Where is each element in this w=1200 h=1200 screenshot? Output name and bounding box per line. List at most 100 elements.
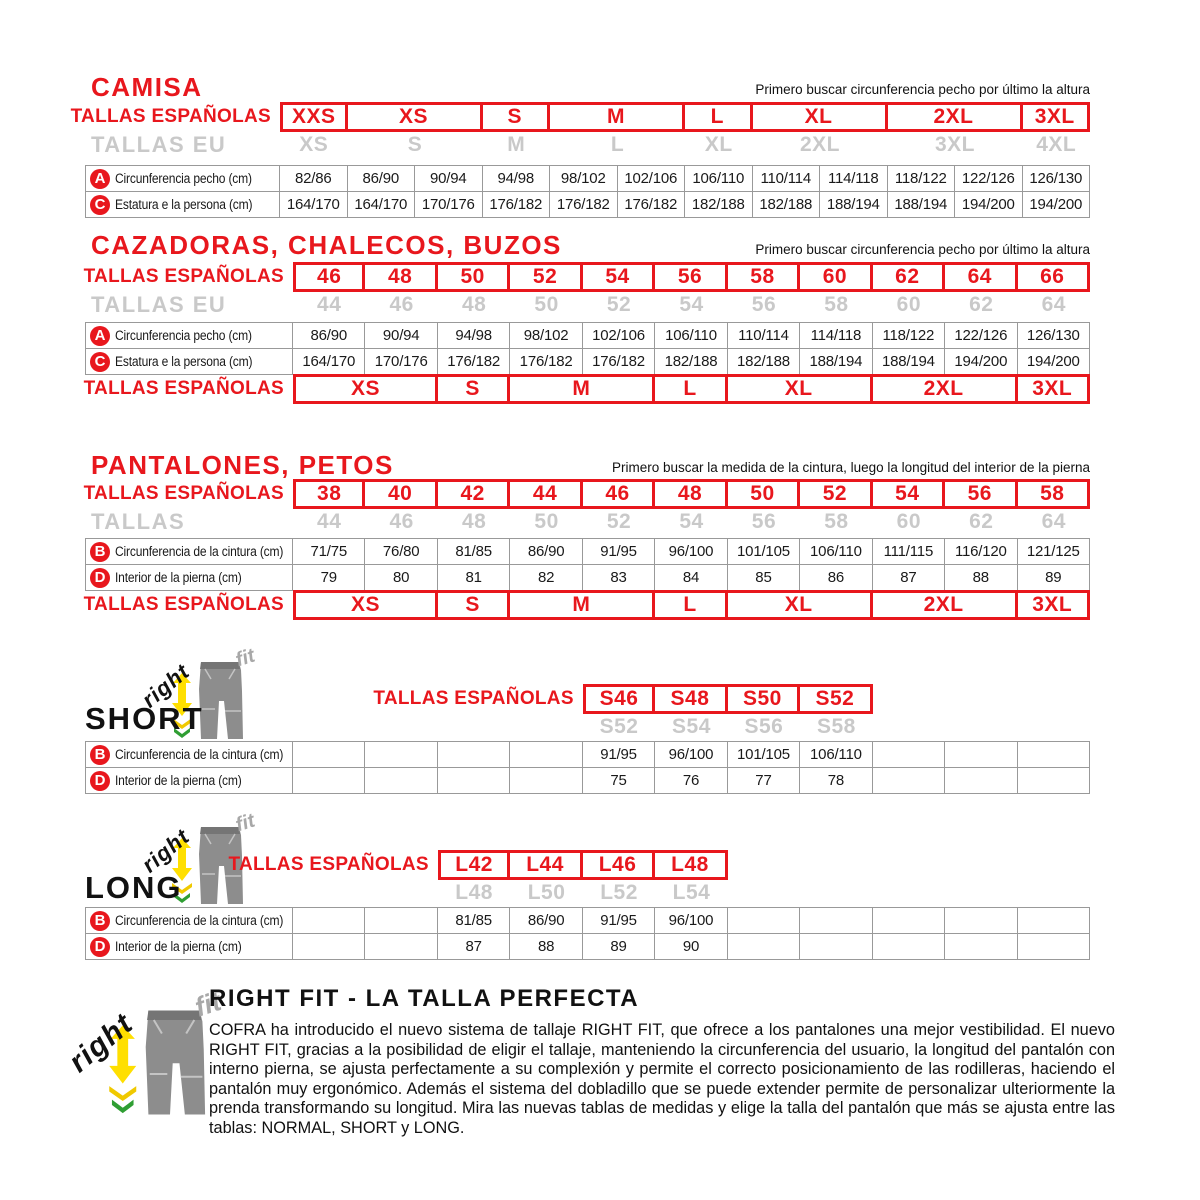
tallas-espanolas-label: TALLAS ESPAÑOLAS <box>373 688 574 709</box>
data-cell: 114/118 <box>799 322 873 349</box>
grey-cell: S58 <box>816 715 856 738</box>
short-leg-row: D Interior de la pierna (cm) 75 76 77 78 <box>85 767 1090 794</box>
red-cell: 42 <box>434 479 511 509</box>
pantalones-table: TALLAS ESPAÑOLAS 38 40 42 44 46 48 50 52 54 56 58 … <box>84 479 1090 620</box>
red-cell: 38 <box>293 479 366 509</box>
rightfit-logo-short: right fit <box>137 645 258 745</box>
grey-cell: L52 <box>600 881 638 904</box>
data-cell: 86/90 <box>292 322 366 349</box>
red-cell: S <box>434 590 511 620</box>
data-cell: 126/130 <box>1021 165 1090 192</box>
row-label-cell: D Interior de la pierna (cm) <box>85 564 293 591</box>
data-cell: 164/170 <box>292 348 366 375</box>
data-cell: 90/94 <box>364 322 438 349</box>
grey-cell: 46 <box>389 293 414 316</box>
row-label-cell: D Interior de la pierna (cm) <box>85 933 293 960</box>
rightfit-heading: RIGHT FIT - LA TALLA PERFECTA <box>209 985 640 1012</box>
rightfit-paragraph: COFRA ha introducido el nuevo sistema de… <box>209 1021 1115 1137</box>
grey-cell: 64 <box>1041 293 1066 316</box>
data-cell: 188/194 <box>819 191 888 218</box>
rightfit-logo-long: right fit <box>137 810 258 910</box>
red-cell: 48 <box>652 479 728 509</box>
down-arrow-icon <box>172 673 192 738</box>
cazadoras-chest-row: A Circunferencia pecho (cm) 86/90 90/94 94… <box>85 322 1090 349</box>
row-label-text: Interior de la pierna (cm) <box>115 939 242 954</box>
grey-cell: 58 <box>824 510 849 533</box>
row-label-text: Circunferencia pecho (cm) <box>115 328 252 343</box>
red-cell: L46 <box>579 850 656 880</box>
data-cell: 106/110 <box>654 322 728 349</box>
long-grey-size-row: L48 L50 L52 L54 <box>85 879 1090 907</box>
red-cell: 3XL <box>1019 102 1090 132</box>
data-cell: 126/130 <box>1016 322 1090 349</box>
grey-cell: S52 <box>599 715 639 738</box>
pants-icon <box>199 827 243 904</box>
data-cell: 188/194 <box>886 191 955 218</box>
camisa-table: TALLAS ESPAÑOLAS XXS XS S M L XL 2XL 3XL TALLAS… <box>71 102 1090 218</box>
data-cell: 170/176 <box>414 191 483 218</box>
data-cell: 88 <box>509 933 583 960</box>
red-cell: M <box>507 374 656 404</box>
grey-cell: M <box>507 133 526 156</box>
red-cell: XXS <box>280 102 348 132</box>
row-label-cell: B Circunferencia de la cintura (cm) <box>85 741 293 768</box>
camisa-es-size-row: TALLAS ESPAÑOLAS XXS XS S M L XL 2XL 3XL <box>71 102 1090 132</box>
cazadoras-section: CAZADORAS, CHALECOS, BUZOS Primero busca… <box>84 228 1090 413</box>
data-cell: 176/182 <box>436 348 511 375</box>
data-cell <box>436 767 511 794</box>
cazadoras-bottom-size-row: TALLAS ESPAÑOLAS XS S M L XL 2XL 3XL <box>84 374 1090 404</box>
pants-icon <box>199 662 243 739</box>
data-cell: 106/110 <box>684 165 753 192</box>
red-cell: 62 <box>869 262 946 292</box>
spacer <box>85 713 583 741</box>
data-cell <box>799 907 873 934</box>
grey-cell: 60 <box>896 510 922 533</box>
data-cell <box>1016 767 1090 794</box>
red-cell: XS <box>344 102 483 132</box>
red-cell: XL <box>724 374 873 404</box>
data-cell: 94/98 <box>436 322 511 349</box>
data-cell: 110/114 <box>751 165 820 192</box>
letter-d-badge: D <box>90 770 110 791</box>
rightfit-section: right fit RIGHT FIT - LA TALLA PERFECTA … <box>62 985 1115 1145</box>
red-cell: 66 <box>1014 262 1090 292</box>
spacer <box>85 879 438 907</box>
red-cell: 3XL <box>1014 590 1090 620</box>
short-es-size-row: TALLAS ESPAÑOLAS S46 S48 S50 S52 <box>85 684 1090 714</box>
red-cell: L <box>652 374 728 404</box>
data-cell <box>509 741 583 768</box>
letter-a-badge: A <box>90 168 110 189</box>
down-arrow-icon <box>109 1025 137 1114</box>
cazadoras-eu-size-row: TALLAS EU 44 46 48 50 52 54 56 58 60 62 64 <box>85 291 1090 319</box>
data-cell: 188/194 <box>871 348 946 375</box>
data-cell: 182/188 <box>751 191 820 218</box>
data-cell <box>944 767 1018 794</box>
data-cell: 87 <box>436 933 511 960</box>
data-cell: 91/95 <box>581 538 656 565</box>
pantalones-section: PANTALONES, PETOS Primero buscar la medi… <box>84 448 1090 628</box>
data-cell: 81/85 <box>436 907 511 934</box>
red-cell: 44 <box>507 479 583 509</box>
grey-cell: 3XL <box>934 133 975 156</box>
pantalones-eu-size-row: TALLAS 44 46 48 50 52 54 56 58 60 62 64 <box>85 508 1090 536</box>
data-cell: 87 <box>871 564 946 591</box>
data-cell: 96/100 <box>654 538 728 565</box>
red-cell: XS <box>293 374 438 404</box>
long-es-size-row: TALLAS ESPAÑOLAS L42 L44 L46 L48 <box>85 850 1090 880</box>
data-cell <box>292 767 366 794</box>
red-cell: S48 <box>652 684 728 714</box>
row-label-cell: A Circunferencia pecho (cm) <box>85 322 293 349</box>
data-cell: 86/90 <box>509 907 583 934</box>
data-cell: 194/200 <box>1016 348 1090 375</box>
row-label-text: Estatura e la persona (cm) <box>115 197 253 212</box>
grey-cell: 48 <box>461 293 487 316</box>
data-cell <box>509 767 583 794</box>
grey-cell: 46 <box>389 510 414 533</box>
red-cell: 50 <box>434 262 511 292</box>
red-cell: 50 <box>724 479 801 509</box>
short-grey-size-row: S52 S54 S56 S58 <box>85 713 1090 741</box>
data-cell <box>871 741 946 768</box>
data-cell <box>871 767 946 794</box>
data-cell: 78 <box>799 767 873 794</box>
grey-cell: 2XL <box>799 133 840 156</box>
